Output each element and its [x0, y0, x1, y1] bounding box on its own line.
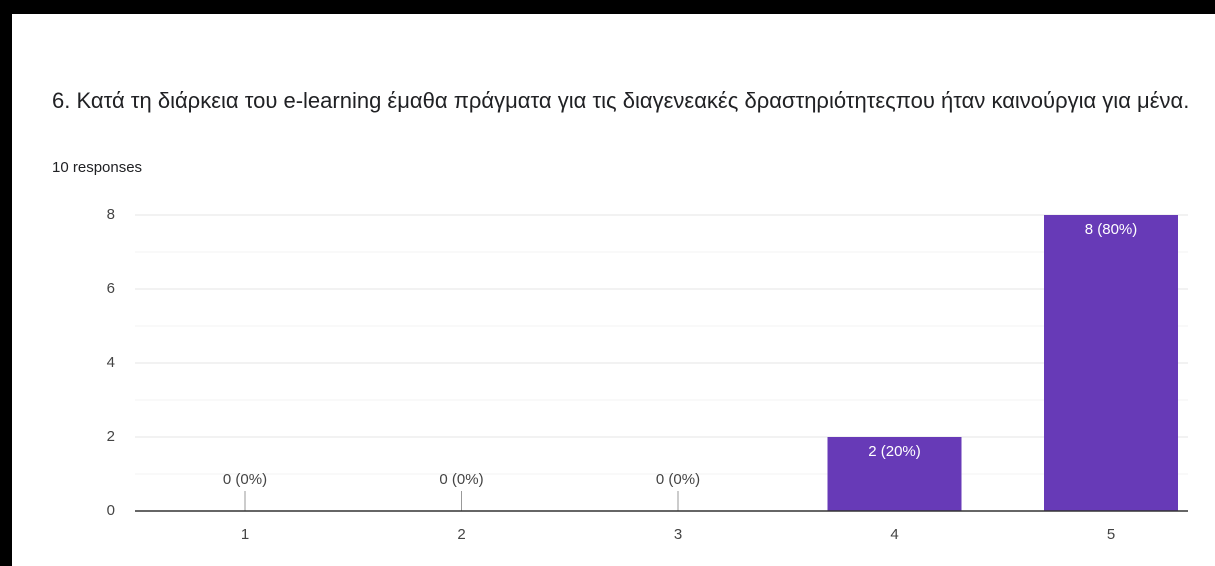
y-tick-label: 0 [107, 502, 115, 519]
data-label: 0 (0%) [656, 471, 700, 488]
x-tick-label: 5 [1107, 526, 1115, 543]
y-tick-label: 4 [107, 354, 115, 371]
x-tick-label: 1 [241, 526, 249, 543]
x-tick-label: 2 [457, 526, 465, 543]
data-label: 2 (20%) [868, 443, 921, 460]
data-label: 0 (0%) [223, 471, 267, 488]
bar [1044, 215, 1178, 511]
response-count: 10 responses [52, 159, 143, 176]
x-tick-label: 3 [674, 526, 682, 543]
y-tick-label: 8 [107, 206, 115, 223]
y-tick-label: 6 [107, 280, 115, 297]
data-label: 8 (80%) [1085, 221, 1138, 238]
y-tick-label: 2 [107, 428, 115, 445]
data-label: 0 (0%) [439, 471, 483, 488]
chart-title: 6. Κατά τη διάρκεια του e-learning έμαθα… [52, 88, 1190, 113]
x-tick-label: 4 [890, 526, 898, 543]
bar [827, 437, 962, 511]
